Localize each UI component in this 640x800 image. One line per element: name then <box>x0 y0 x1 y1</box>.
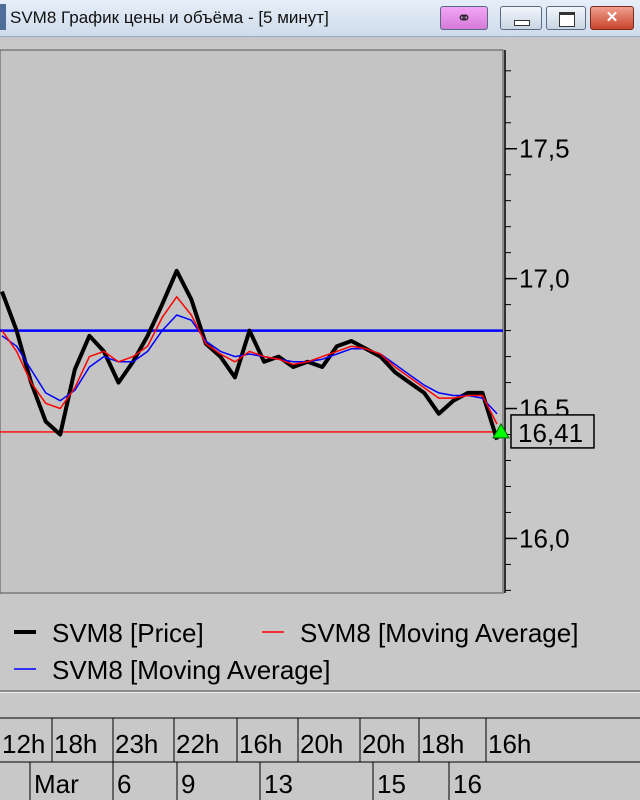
x-hour-label: 18h <box>421 729 464 759</box>
y-tick-label: 17,0 <box>519 264 570 294</box>
window-title: SVM8 График цены и объёма - [5 минут] <box>10 8 329 27</box>
moving-average-blue-line <box>1 314 498 415</box>
x-day-label: 9 <box>181 769 195 799</box>
current-price-box <box>510 414 595 449</box>
x-day-label: 16 <box>453 769 482 799</box>
x-hour-label: 20h <box>362 729 405 759</box>
close-button[interactable] <box>590 6 634 30</box>
last-price-marker <box>492 422 510 439</box>
x-hour-label: 16h <box>488 729 531 759</box>
x-hour-label: 22h <box>176 729 219 759</box>
current-price-label: 16,41 <box>518 418 583 448</box>
legend-moving-average-red-label: SVM8 [Moving Average] <box>300 618 578 648</box>
legend-separator-highlight <box>0 692 640 693</box>
x-day-label: Mar <box>34 769 79 799</box>
x-day-label: 15 <box>377 769 406 799</box>
link-button[interactable] <box>440 6 488 30</box>
moving-average-red-line <box>1 296 498 425</box>
app-icon <box>0 4 6 30</box>
x-day-label: 13 <box>264 769 293 799</box>
legend-price-label: SVM8 [Price] <box>52 618 204 648</box>
price-series-line <box>0 268 499 441</box>
y-tick-label: 17,5 <box>519 134 570 164</box>
y-tick-label: 16,0 <box>519 523 570 553</box>
plot-area <box>0 49 504 594</box>
x-hour-label: 12h <box>2 729 45 759</box>
legend-separator <box>0 690 640 692</box>
x-hour-label: 16h <box>239 729 282 759</box>
title-bar: SVM8 График цены и объёма - [5 минут] <box>0 0 640 37</box>
x-day-label: 6 <box>117 769 131 799</box>
x-hour-label: 23h <box>115 729 158 759</box>
legend-moving-average-blue-label: SVM8 [Moving Average] <box>52 655 330 685</box>
x-hour-label: 18h <box>54 729 97 759</box>
minimize-button[interactable] <box>500 6 542 30</box>
maximize-button[interactable] <box>546 6 586 30</box>
x-hour-label: 20h <box>300 729 343 759</box>
